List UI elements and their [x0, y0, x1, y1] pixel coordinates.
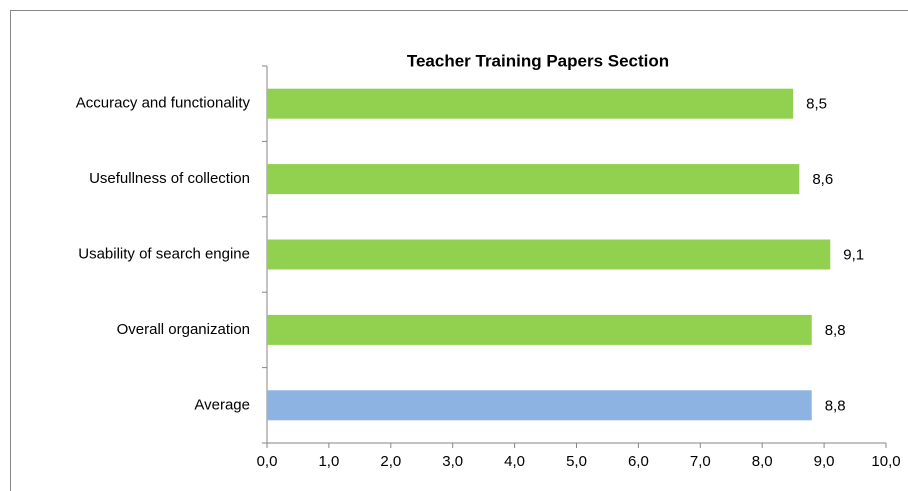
y-tick-label: Overall organization: [117, 321, 250, 338]
x-tick-label: 10,0: [871, 453, 900, 470]
x-tick-label: 3,0: [442, 453, 463, 470]
y-tick-label: Average: [194, 396, 250, 413]
bar: [267, 239, 831, 270]
x-tick-label: 1,0: [318, 453, 339, 470]
y-tick-label: Usability of search engine: [78, 245, 250, 262]
x-tick-label: 2,0: [380, 453, 401, 470]
data-label: 8,8: [825, 397, 846, 414]
x-tick-label: 9,0: [814, 453, 835, 470]
bar: [267, 88, 794, 119]
bar: [267, 164, 800, 195]
bar: [267, 390, 812, 421]
y-tick-label: Accuracy and functionality: [76, 95, 251, 112]
x-tick-label: 5,0: [566, 453, 587, 470]
y-tick-label: Usefullness of collection: [89, 170, 250, 187]
x-tick-label: 7,0: [690, 453, 711, 470]
bar: [267, 314, 812, 345]
data-label: 8,6: [812, 171, 833, 188]
x-tick-label: 4,0: [504, 453, 525, 470]
x-tick-label: 0,0: [257, 453, 278, 470]
chart-title: Teacher Training Papers Section: [407, 51, 669, 70]
data-label: 9,1: [843, 246, 864, 263]
x-tick-label: 8,0: [752, 453, 773, 470]
data-label: 8,5: [806, 96, 827, 113]
x-tick-label: 6,0: [628, 453, 649, 470]
data-label: 8,8: [825, 322, 846, 339]
